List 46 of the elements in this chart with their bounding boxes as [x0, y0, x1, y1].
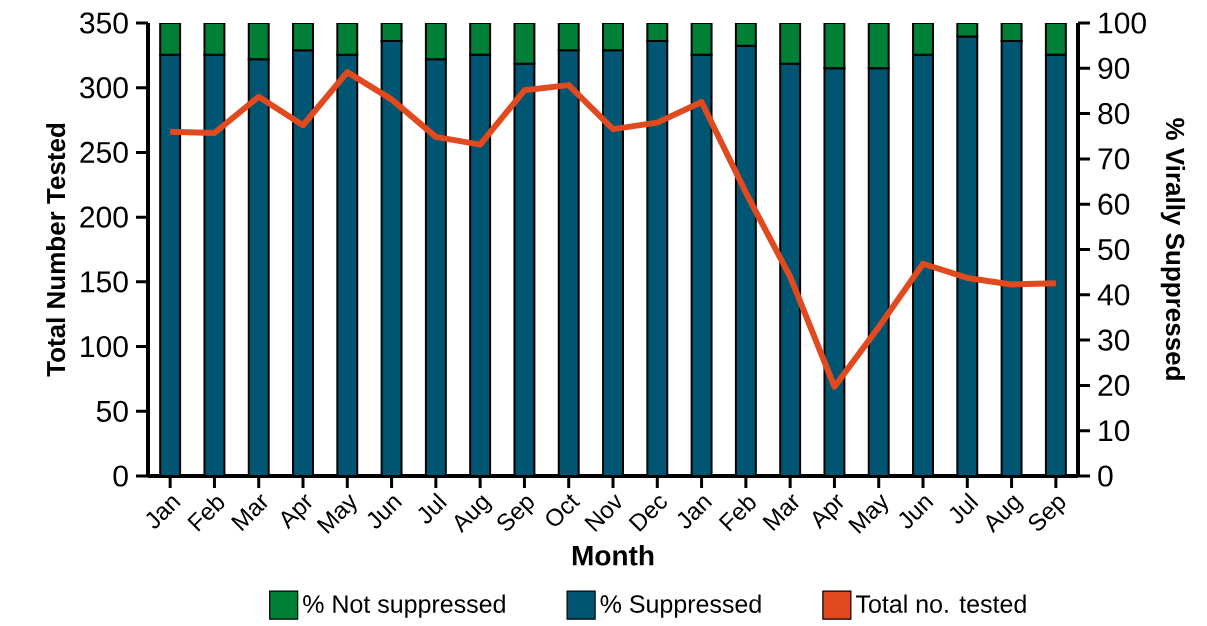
x-tick-label: Jun — [899, 496, 934, 529]
y2-tick-label: 10 — [1099, 420, 1130, 442]
x-tick-label: Jan — [146, 496, 181, 529]
x-tick-label: May — [848, 494, 889, 534]
legend-label: % Not suppressed — [303, 594, 505, 618]
y2-tick-label: 40 — [1097, 284, 1130, 306]
legend-label: % Suppressed — [600, 594, 761, 618]
y2-tick-label: 30 — [1098, 329, 1130, 351]
x-tick-label: Jan — [677, 496, 713, 529]
y2-tick-label: 90 — [1098, 57, 1130, 79]
y-tick-label: 250 — [80, 141, 128, 164]
y2-axis-title: % Virally Suppressed — [1160, 118, 1186, 380]
legend-label: Total no. tested — [856, 594, 1026, 613]
x-tick-label: Feb — [187, 497, 225, 532]
x-tick-label: Oct — [546, 494, 581, 526]
y-tick-label: 100 — [81, 335, 128, 358]
y-tick-label: 50 — [96, 400, 128, 422]
y-tick-label: 350 — [80, 12, 128, 34]
y-tick-label: 200 — [80, 206, 128, 228]
x-tick-label: Mar — [762, 494, 799, 531]
y-axis-title: Total Number Tested — [46, 123, 66, 377]
y2-tick-label: 20 — [1098, 374, 1130, 397]
x-tick-label: Sep — [497, 496, 534, 531]
y-tick-label: 300 — [80, 77, 128, 99]
x-tick-label: Sep — [1028, 496, 1066, 531]
y-tick-label: 0 — [113, 465, 128, 487]
x-tick-label: Dec — [628, 496, 667, 532]
x-tick-label: Aug — [986, 495, 1024, 534]
x-tick-label: Nov — [584, 494, 622, 532]
x-tick-label: Jul — [949, 492, 979, 524]
x-tick-label: Jun — [367, 496, 403, 529]
x-tick-label: Apr — [281, 494, 312, 530]
y2-tick-label: 0 — [1098, 465, 1113, 487]
y2-tick-label: 70 — [1098, 148, 1130, 170]
y2-tick-label: 100 — [1099, 12, 1146, 34]
y-tick-label: 150 — [81, 271, 128, 293]
y2-tick-label: 60 — [1098, 193, 1130, 215]
x-tick-label: Aug — [454, 495, 493, 534]
x-tick-label: Jul — [418, 492, 448, 524]
x-tick-label: May — [316, 494, 357, 534]
y2-tick-label: 50 — [1098, 238, 1130, 261]
y2-tick-label: 80 — [1098, 102, 1130, 125]
x-tick-label: Mar — [230, 494, 268, 531]
x-axis-title: Month — [572, 545, 654, 566]
x-tick-label: Apr — [812, 494, 844, 530]
x-tick-label: Feb — [718, 497, 756, 532]
